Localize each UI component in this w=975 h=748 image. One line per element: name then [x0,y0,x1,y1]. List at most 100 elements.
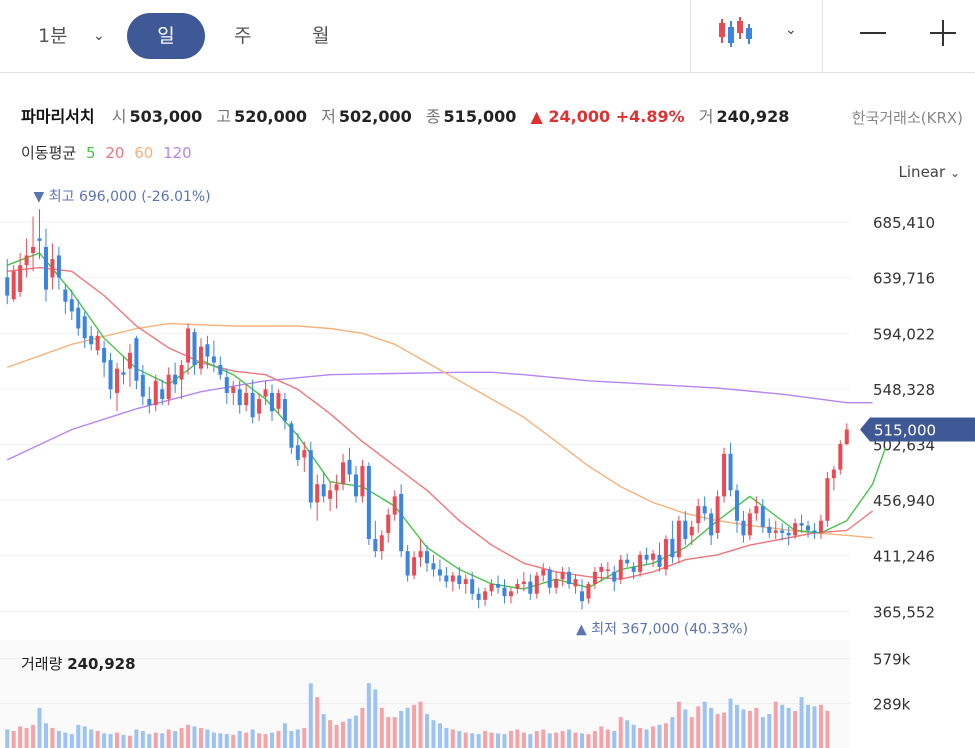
candle-body [476,593,481,600]
volume-bar [625,720,630,748]
candle-body [496,584,501,588]
volume-bar [567,729,572,748]
y-tick-label: 411,246 [873,548,935,566]
low-label: 저 [321,107,336,126]
toolbar-divider [822,0,823,72]
volume-bar [224,734,229,748]
chevron-down-icon[interactable]: ⌄ [93,28,105,44]
tab-1min[interactable]: 1분 ⌄ [38,0,133,72]
volume-bar [69,734,74,748]
volume-bar [586,734,591,748]
volume-bar [612,731,617,748]
last-price-label: 515,000 [874,421,936,439]
volume-bar [43,723,48,748]
volume-bar [579,733,584,748]
candle-body [270,392,275,412]
tab-day-label: 일 [157,25,175,47]
volume-bar [218,733,223,748]
candle-body [89,335,94,345]
volume-bar [424,714,430,748]
volume-bar [166,729,171,748]
candle-body [676,520,681,558]
change-value: ▲ 24,000 +4.89% [530,107,685,126]
candle-body [767,526,772,533]
volume-bar [205,729,210,748]
candle-body [638,554,643,572]
volume-bar [670,717,675,748]
low-value: 502,000 [338,107,412,126]
candle-body [308,450,313,503]
volume-bar [760,717,765,748]
y-tick-label: 685,410 [873,214,935,232]
candle-body [567,571,572,585]
candle-body [56,255,61,278]
tab-month[interactable]: 월 [312,0,329,72]
volume-bar [76,724,81,748]
volume-bar [392,717,397,748]
candle-body [5,277,10,296]
volume-tick-label: 579k [873,651,911,669]
zoom-in-icon-bar[interactable] [942,20,944,46]
volume-bar [508,731,513,748]
close-label: 종 [425,107,441,126]
volume-bar [379,707,384,748]
volume-bar [147,734,152,748]
candle-body [231,386,236,393]
exchange-label: 한국거래소(KRX) [851,109,963,127]
candle-body [657,554,662,567]
tab-day[interactable]: 일 [127,13,205,59]
tab-week[interactable]: 주 [234,0,251,72]
candlestick-type-icon[interactable] [718,16,754,50]
candle-body [812,530,817,533]
volume-panel-label: 거래량 240,928 [21,653,136,674]
candle-body [618,559,623,580]
volume-chart[interactable]: 579k 289k [0,640,975,748]
volume-bar [140,731,145,748]
scale-selector[interactable]: Linear ⌄ [899,163,960,181]
volume-bar [173,731,178,748]
price-chart[interactable]: 685,410639,716594,022548,328502,634456,9… [0,180,975,640]
volume-bar [773,701,778,748]
candle-body [625,559,630,564]
candle-body [786,532,791,536]
volume-bar [702,701,707,748]
volume-bar [825,710,830,748]
volume-bar [115,732,120,748]
candle-body [160,389,165,400]
candle-body [573,579,578,587]
chart-type-chevron-icon[interactable]: ⌄ [785,22,797,38]
candle-body [689,526,694,536]
candle-body [806,525,811,531]
volume-bar [418,701,423,748]
candle-body [534,575,539,594]
candle-body [386,514,391,533]
volume-bar [108,734,113,748]
ma20-legend: 20 [105,144,125,162]
volume-bar [386,717,391,748]
candle-body [844,429,849,445]
candle-body [521,581,526,585]
volume-bar [82,726,87,748]
volume-bar [186,724,191,748]
candle-body [347,459,352,475]
tab-month-label: 월 [312,25,330,47]
volume-bar [657,724,662,748]
volume-bar [515,729,520,748]
volume-bar [541,729,546,748]
volume-bar [528,734,533,748]
volume-bar [489,732,494,748]
volume-bar [806,704,811,748]
volume-bar [631,724,636,748]
zoom-out-icon[interactable] [860,32,886,34]
volume-panel-title: 거래량 [21,655,63,673]
candle-body [728,453,733,491]
tab-week-label: 주 [234,25,252,47]
volume-bar [638,727,643,748]
volume-bar [437,723,442,748]
ma20-line [7,266,874,580]
volume-bar [289,731,294,748]
candle-body [24,255,29,266]
volume-bar [696,706,701,748]
volume-bar [231,734,236,748]
volume-bar [496,733,501,748]
